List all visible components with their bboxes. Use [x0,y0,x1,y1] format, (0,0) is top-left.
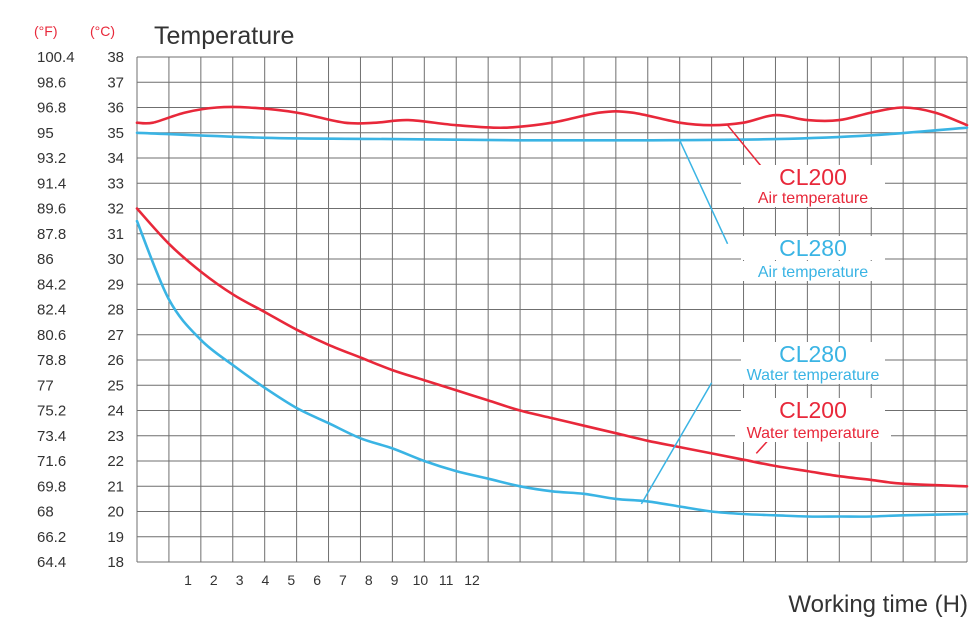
y-tick-label-celsius: 31 [107,226,124,243]
y-tick-label-celsius: 22 [107,453,124,470]
annotation-leader-line [679,140,729,245]
annotation-label-background [741,165,885,189]
chart-title: Temperature [154,22,294,50]
annotation-label-background [741,236,885,260]
annotation-title: CL280 [779,235,847,261]
x-tick-label: 6 [313,572,321,588]
labels: 3837363534333231302928272625242322212019… [34,22,968,618]
x-tick-label: 8 [365,572,373,588]
y-tick-label-celsius: 33 [107,175,124,192]
y-tick-label-celsius: 34 [107,150,124,167]
x-tick-label: 11 [439,572,454,588]
x-tick-label: 5 [287,572,295,588]
x-tick-label: 7 [339,572,347,588]
series-line-2 [135,207,969,488]
y-tick-label-fahrenheit: 91.4 [37,175,66,192]
annotation-subtitle: Water temperature [747,367,880,384]
y-tick-label-fahrenheit: 68 [37,504,54,521]
y-tick-label-fahrenheit: 100.4 [37,49,75,66]
grid [136,56,968,563]
y-tick-label-fahrenheit: 69.8 [37,478,66,495]
y-tick-label-fahrenheit: 66.2 [37,529,66,546]
y-tick-label-fahrenheit: 78.8 [37,352,66,369]
annotation-leaders [640,124,773,505]
annotation-subtitle: Air temperature [758,264,868,281]
x-tick-label: 10 [413,572,429,588]
y-tick-label-fahrenheit: 73.4 [37,428,66,445]
series-line-1 [135,126,969,142]
y-tick-label-fahrenheit: 64.4 [37,554,66,571]
series-line-3 [135,219,969,518]
x-tick-label: 2 [210,572,218,588]
annotation-label-background [735,261,891,281]
y-tick-label-celsius: 20 [107,504,124,521]
y-tick-label-celsius: 32 [107,201,124,218]
annotation-leader-line [640,382,713,505]
y-tick-label-fahrenheit: 87.8 [37,226,66,243]
y-tick-label-celsius: 24 [107,403,124,420]
annotation-label-background [741,342,885,366]
y-tick-label-fahrenheit: 71.6 [37,453,66,470]
celsius-unit-label: (°C) [90,23,115,39]
y-tick-label-fahrenheit: 95 [37,125,54,142]
y-tick-label-celsius: 37 [107,74,124,91]
y-tick-label-fahrenheit: 84.2 [37,276,66,293]
annotation-title: CL200 [779,164,847,190]
x-tick-label: 9 [391,572,399,588]
y-tick-label-celsius: 27 [107,327,124,344]
annotation-label-background [735,422,891,442]
y-tick-label-fahrenheit: 77 [37,377,54,394]
y-tick-label-fahrenheit: 98.6 [37,74,66,91]
annotation-subtitle: Water temperature [747,425,880,442]
x-axis-label: Working time (H) [788,591,968,618]
annotation-title: CL280 [779,341,847,367]
x-tick-label: 12 [464,572,480,588]
y-tick-label-celsius: 36 [107,100,124,117]
y-tick-label-celsius: 35 [107,125,124,142]
annotation-leader-line [726,124,764,169]
annotation-label-background [735,187,891,207]
series-line-0 [135,105,969,130]
y-tick-label-celsius: 28 [107,302,124,319]
y-tick-label-celsius: 29 [107,276,124,293]
y-tick-label-celsius: 23 [107,428,124,445]
annotation-subtitle: Air temperature [758,190,868,207]
y-tick-label-celsius: 25 [107,377,124,394]
annotation-title: CL200 [779,397,847,423]
y-tick-label-fahrenheit: 82.4 [37,302,66,319]
y-tick-label-celsius: 26 [107,352,124,369]
y-tick-label-celsius: 30 [107,251,124,268]
annotation-label-background [735,364,891,384]
x-tick-label: 4 [262,572,270,588]
y-tick-label-fahrenheit: 86 [37,251,54,268]
y-tick-label-celsius: 18 [107,554,124,571]
y-tick-label-celsius: 19 [107,529,124,546]
y-tick-label-fahrenheit: 93.2 [37,150,66,167]
x-tick-label: 1 [184,572,192,588]
y-tick-label-celsius: 21 [107,478,124,495]
series-lines [135,105,969,518]
y-tick-label-fahrenheit: 80.6 [37,327,66,344]
y-tick-label-fahrenheit: 89.6 [37,201,66,218]
x-tick-label: 3 [236,572,244,588]
annotation-label-background [741,398,885,422]
y-tick-label-celsius: 38 [107,49,124,66]
y-tick-label-fahrenheit: 96.8 [37,100,66,117]
fahrenheit-unit-label: (°F) [34,23,57,39]
y-tick-label-fahrenheit: 75.2 [37,403,66,420]
